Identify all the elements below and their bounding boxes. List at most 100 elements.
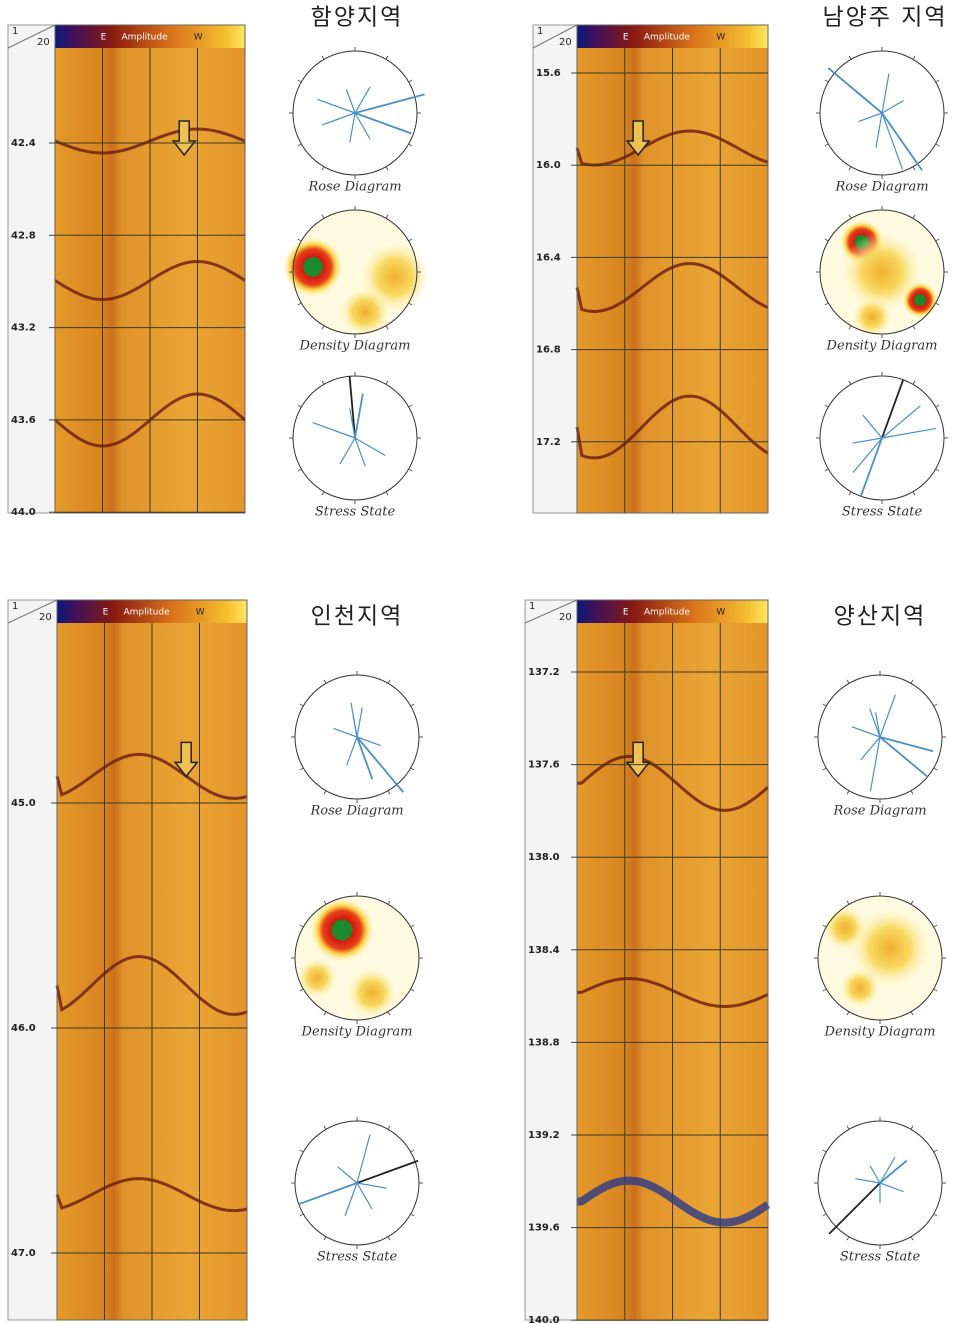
net-tick xyxy=(823,989,826,991)
panel-title: 양산지역 xyxy=(834,604,927,630)
scale-bottom: 20 xyxy=(559,612,572,623)
depth-label: 137.2 xyxy=(528,667,560,678)
depth-label: 138.4 xyxy=(528,945,560,956)
scale-bottom: 20 xyxy=(39,612,52,623)
net-tick xyxy=(934,1214,937,1216)
depth-label: 139.2 xyxy=(528,1130,560,1141)
net-tick xyxy=(386,381,388,384)
header-right: W xyxy=(716,33,725,43)
net-tick xyxy=(913,167,915,170)
net-tick xyxy=(934,989,937,991)
net-tick xyxy=(409,144,412,146)
net-tick xyxy=(934,768,937,770)
header-label: Amplitude xyxy=(124,608,171,618)
diagram-caption: Density Diagram xyxy=(826,339,938,354)
net-tick xyxy=(388,901,390,904)
depth-label: 46.0 xyxy=(11,1023,36,1034)
depth-label: 45.0 xyxy=(11,798,36,809)
depth-label: 44.0 xyxy=(11,507,36,518)
net-tick xyxy=(300,704,303,706)
net-tick xyxy=(300,925,303,927)
net-tick xyxy=(936,80,939,82)
diagram-caption: Stress State xyxy=(842,505,923,520)
net-tick xyxy=(298,469,301,471)
diagram-caption: Rose Diagram xyxy=(832,804,926,819)
net-tick xyxy=(386,326,388,329)
scale-bottom: 20 xyxy=(37,37,50,48)
header-left: E xyxy=(623,33,629,43)
net-tick xyxy=(411,704,414,706)
depth-column xyxy=(525,600,577,1320)
depth-label: 16.8 xyxy=(536,345,561,356)
header-right: W xyxy=(716,608,725,618)
net-tick xyxy=(300,768,303,770)
net-tick xyxy=(411,768,414,770)
net-tick xyxy=(825,405,828,407)
figure: 120EAmplitudeW42.442.843.243.644.0함양지역Ro… xyxy=(0,0,958,1323)
net-tick xyxy=(847,901,849,904)
net-tick xyxy=(324,791,326,794)
net-tick xyxy=(849,326,851,329)
panel: 120EAmplitudeW15.616.016.416.817.2남양주 지역… xyxy=(533,5,948,520)
net-tick xyxy=(825,303,828,305)
net-tick xyxy=(322,215,324,218)
net-tick xyxy=(913,381,915,384)
net-tick xyxy=(849,492,851,495)
depth-label: 17.2 xyxy=(536,437,561,448)
net-tick xyxy=(823,1214,826,1216)
net-tick xyxy=(411,1214,414,1216)
net-tick xyxy=(322,326,324,329)
depth-label: 16.4 xyxy=(536,252,561,263)
net-tick xyxy=(823,768,826,770)
depth-label: 16.0 xyxy=(536,160,561,171)
net-tick xyxy=(409,80,412,82)
net-tick xyxy=(388,1126,390,1129)
depth-label: 42.8 xyxy=(11,230,36,241)
depth-column xyxy=(8,25,55,513)
header-right: W xyxy=(196,608,205,618)
net-tick xyxy=(300,1150,303,1152)
panel-title: 남양주 지역 xyxy=(822,5,947,31)
scale-bottom: 20 xyxy=(559,37,572,48)
net-tick xyxy=(934,704,937,706)
scale-top: 1 xyxy=(537,26,543,37)
net-tick xyxy=(936,405,939,407)
density-blob xyxy=(340,287,390,337)
depth-label: 139.6 xyxy=(528,1223,560,1234)
depth-label: 138.0 xyxy=(528,852,560,863)
density-blob xyxy=(310,898,374,962)
scale-top: 1 xyxy=(12,26,18,37)
depth-label: 43.6 xyxy=(11,415,36,426)
net-tick xyxy=(911,901,913,904)
depth-column xyxy=(8,600,57,1320)
net-tick xyxy=(934,1150,937,1152)
net-tick xyxy=(825,239,828,241)
net-tick xyxy=(936,469,939,471)
diagram-caption: Stress State xyxy=(840,1250,921,1265)
net-tick xyxy=(849,56,851,59)
density-blob xyxy=(283,237,343,297)
diagram-caption: Stress State xyxy=(317,1250,398,1265)
net-tick xyxy=(324,680,326,683)
net-tick xyxy=(849,381,851,384)
panel-title: 함양지역 xyxy=(311,5,404,31)
net-tick xyxy=(825,80,828,82)
scale-top: 1 xyxy=(12,601,18,612)
net-tick xyxy=(911,1237,913,1240)
diagram-caption: Density Diagram xyxy=(301,1025,413,1040)
net-tick xyxy=(322,492,324,495)
diagram-caption: Rose Diagram xyxy=(834,180,928,195)
net-tick xyxy=(847,1012,849,1015)
net-tick xyxy=(298,144,301,146)
panel: 120EAmplitudeW45.046.047.0인천지역Rose Diagr… xyxy=(8,600,423,1320)
net-tick xyxy=(825,144,828,146)
net-tick xyxy=(322,381,324,384)
density-blob xyxy=(297,958,337,998)
net-tick xyxy=(298,405,301,407)
net-tick xyxy=(409,405,412,407)
panel-title: 인천지역 xyxy=(311,604,404,630)
net-tick xyxy=(409,469,412,471)
header-label: Amplitude xyxy=(644,33,691,43)
net-tick xyxy=(911,1012,913,1015)
